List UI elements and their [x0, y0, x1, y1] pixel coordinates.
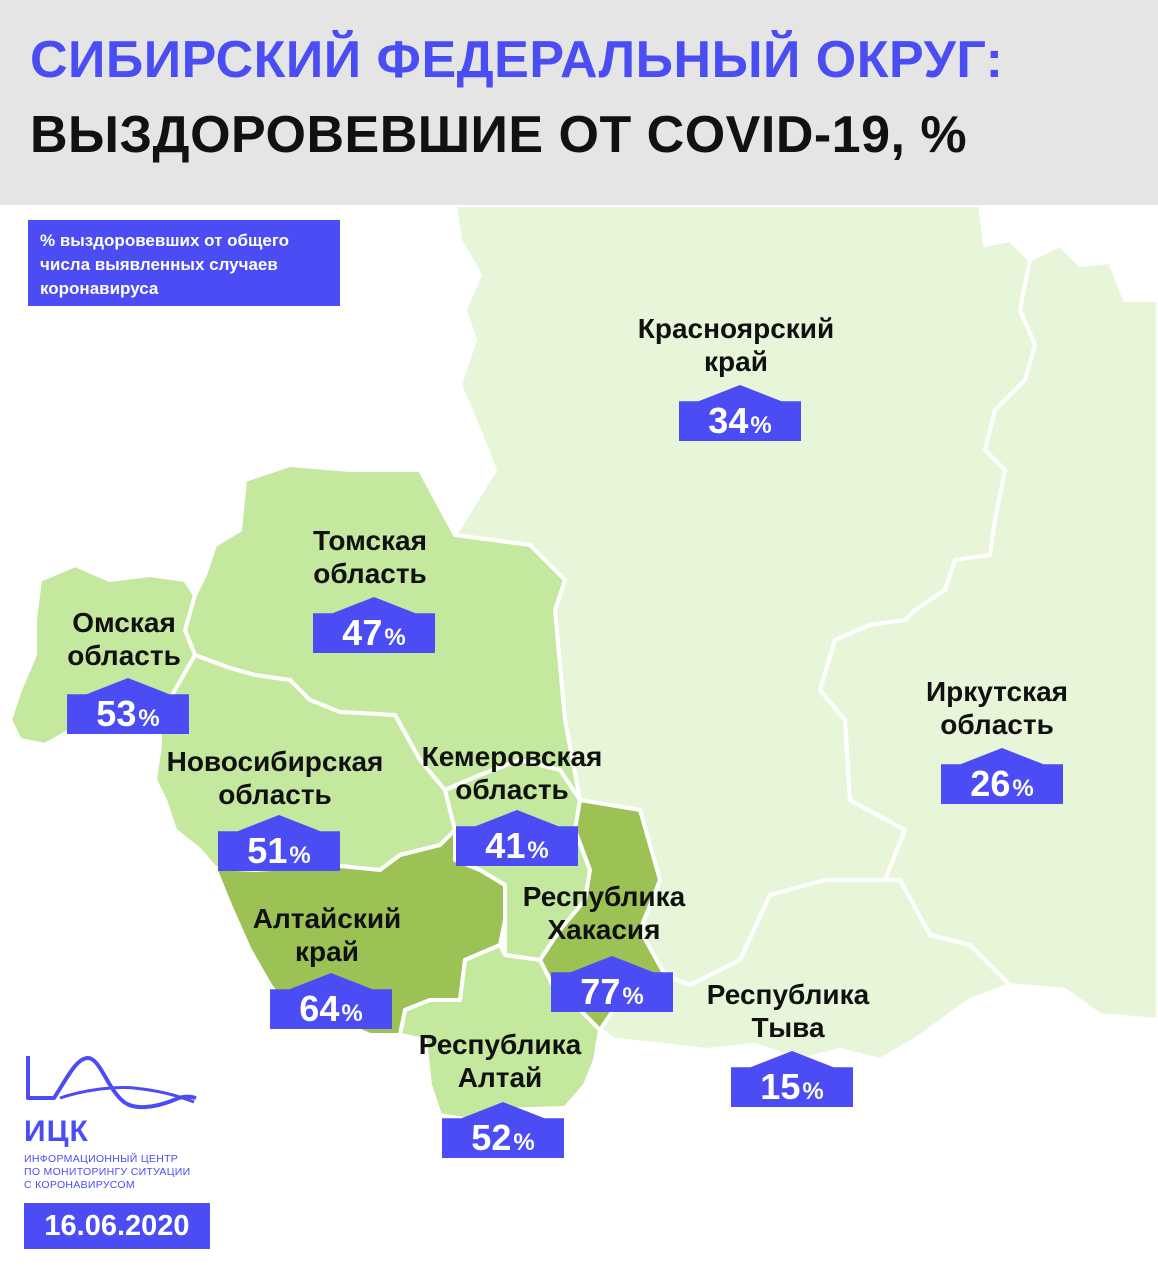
legend-line: коронавируса [40, 279, 159, 298]
region-label-tyva: Республика Тыва [706, 979, 870, 1043]
value-badge-altai-republic: 52% [442, 1102, 564, 1158]
legend-line: числа выявленных случаев [40, 255, 278, 274]
legend-line: % выздоровевших от общего [40, 231, 290, 250]
region-shape-irkutsk [818, 243, 1158, 1022]
siberia-map [8, 205, 1158, 1122]
itsk-logo-icon [26, 1056, 197, 1109]
legend-box: % выздоровевших от общего числа выявленн… [28, 220, 340, 306]
region-shape-altai-republic [398, 943, 602, 1122]
region-label-krasnoyarsk: Красноярский край [637, 313, 835, 377]
title-line-1: СИБИРСКИЙ ФЕДЕРАЛЬНЫЙ ОКРУГ: [30, 31, 1004, 89]
region-label-khakassia: Республика Хакасия [522, 881, 686, 945]
header-banner: СИБИРСКИЙ ФЕДЕРАЛЬНЫЙ ОКРУГ: ВЫЗДОРОВЕВШ… [0, 0, 1158, 205]
region-label-novosibirsk: Новосибирская область [166, 746, 384, 810]
date-badge: 16.06.2020 [24, 1203, 210, 1249]
region-label-tomsk: Томская область [313, 525, 427, 589]
logo-description: ИНФОРМАЦИОННЫЙ ЦЕНТР ПО МОНИТОРИНГУ СИТУ… [24, 1153, 191, 1191]
region-label-kemerovo: Кемеровская область [421, 741, 603, 805]
logo-name: ИЦК [24, 1115, 89, 1148]
value-badge-krasnoyarsk: 34% [679, 385, 801, 441]
region-label-altai-krai: Алтайский край [252, 903, 402, 967]
region-label-altai-republic: Республика Алтай [418, 1029, 582, 1093]
region-label-omsk: Омская область [67, 607, 181, 671]
region-label-irkutsk: Иркутская область [926, 676, 1068, 740]
title-line-2: ВЫЗДОРОВЕВШИЕ ОТ COVID-19, % [30, 106, 968, 164]
